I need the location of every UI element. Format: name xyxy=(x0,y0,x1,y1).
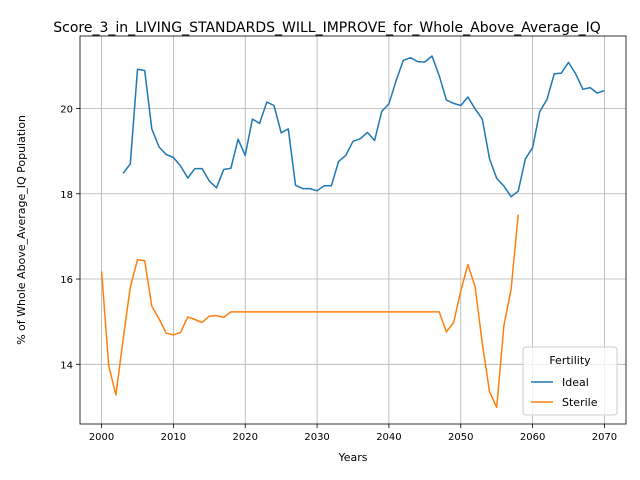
y-axis-label: % of Whole Above_Average_IQ Population xyxy=(15,115,28,345)
x-tick-label: 2060 xyxy=(520,432,545,443)
x-tick-label: 2070 xyxy=(592,432,617,443)
y-tick-label: 14 xyxy=(60,360,73,371)
legend-title: Fertility xyxy=(549,354,591,367)
axis-ticks: 2000 2010 2020 2030 2040 2050 2060 2070 14 16 18 20 xyxy=(60,104,617,443)
x-tick-label: 2010 xyxy=(161,432,186,443)
x-axis-label: Years xyxy=(337,451,367,464)
plot-frame xyxy=(79,35,627,425)
y-tick-label: 20 xyxy=(60,104,73,115)
legend-box xyxy=(522,346,618,416)
y-tick-label: 16 xyxy=(60,275,73,286)
y-tick-label: 18 xyxy=(60,190,73,201)
legend-label-sterile: Sterile xyxy=(562,396,598,409)
x-tick-label: 2030 xyxy=(304,432,329,443)
legend-label-ideal: Ideal xyxy=(562,376,589,389)
series-lines xyxy=(100,55,605,409)
x-tick-label: 2050 xyxy=(448,432,473,443)
chart-title: Score_3_in_LIVING_STANDARDS_WILL_IMPROVE… xyxy=(53,20,601,36)
x-tick-label: 2020 xyxy=(233,432,258,443)
legend: Fertility Ideal Sterile xyxy=(522,346,618,416)
series-line-sterile xyxy=(100,214,519,409)
series-line-ideal xyxy=(122,55,605,198)
x-tick-label: 2000 xyxy=(89,432,114,443)
x-tick-label: 2040 xyxy=(376,432,401,443)
gridlines xyxy=(80,36,626,424)
